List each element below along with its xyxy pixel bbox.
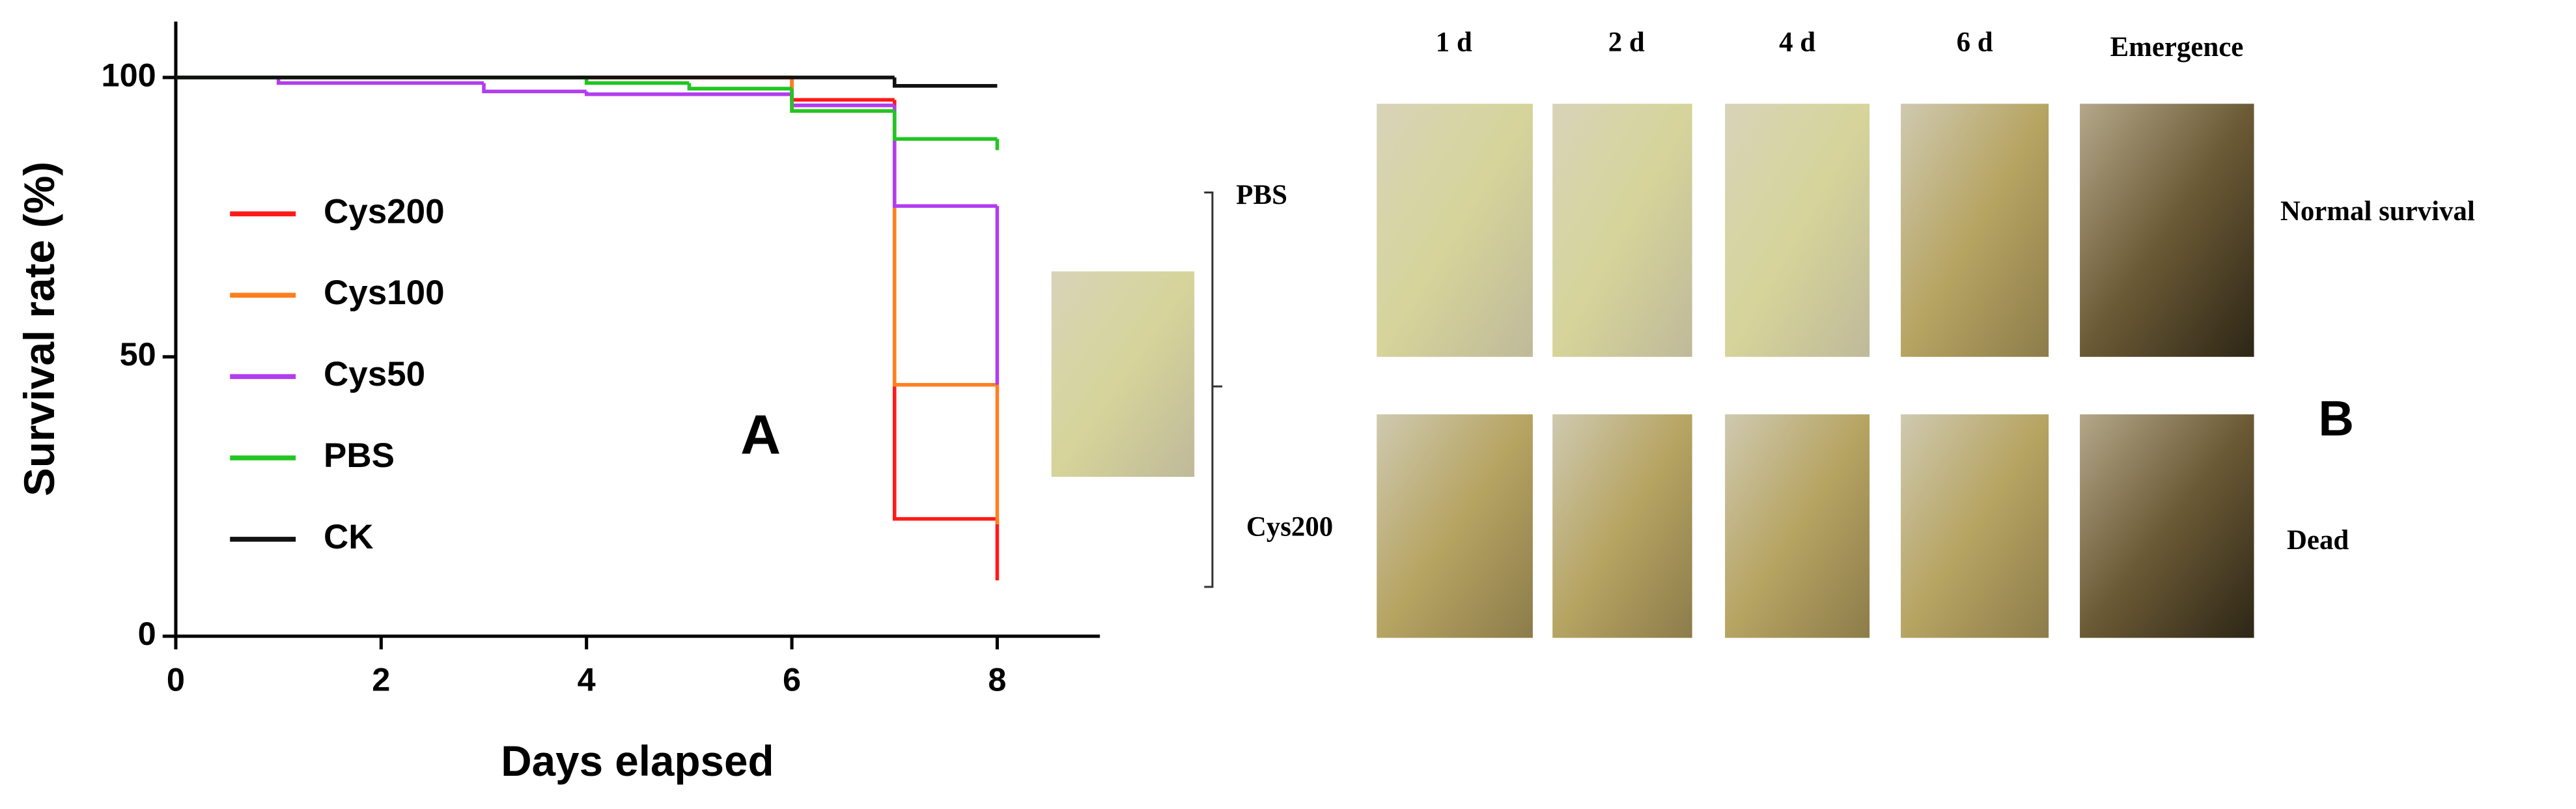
- y-axis-label: Survival rate (%): [16, 162, 63, 496]
- x-tick-label: 0: [167, 661, 185, 698]
- photo: [1552, 104, 1692, 357]
- column-label: 2 d: [1608, 27, 1645, 57]
- photo: [1725, 414, 1870, 638]
- survival-step: [482, 83, 587, 94]
- survival-step: [584, 77, 690, 85]
- y-tick-label: 50: [120, 335, 156, 373]
- x-tick-label: 8: [988, 661, 1006, 698]
- legend-label: Cys50: [324, 355, 425, 393]
- column-label: Emergence: [2110, 32, 2244, 63]
- legend-label: PBS: [324, 436, 395, 475]
- survival-step: [790, 77, 895, 102]
- photo: [1901, 104, 2049, 357]
- panel-label: B: [2318, 391, 2354, 447]
- photo: [1377, 104, 1533, 357]
- x-axis-label: Days elapsed: [501, 737, 774, 785]
- survival-step: [584, 91, 792, 96]
- column-label: 1 d: [1436, 27, 1472, 57]
- photo: [2080, 104, 2254, 357]
- survival-step: [276, 77, 484, 85]
- x-tick-label: 6: [783, 661, 801, 698]
- column-label: 6 d: [1957, 27, 1993, 57]
- outcome-label: Dead: [2287, 525, 2349, 556]
- survival-step: [892, 77, 998, 88]
- survival-step: [892, 100, 998, 521]
- x-tick-label: 2: [372, 661, 390, 698]
- photo: [1901, 414, 2049, 638]
- row-label: Cys200: [1246, 512, 1333, 543]
- photo: [1377, 414, 1533, 638]
- survival-step: [892, 105, 998, 208]
- bracket: [1204, 192, 1223, 588]
- legend-label: CK: [324, 518, 374, 556]
- survival-step: [892, 111, 998, 387]
- y-tick-label: 100: [102, 56, 156, 93]
- survival-step: [892, 111, 998, 141]
- legend-label: Cys100: [324, 274, 445, 312]
- survival-step: [790, 89, 895, 113]
- legend-label: Cys200: [324, 192, 445, 231]
- photo: [1725, 104, 1870, 357]
- photo: [2080, 414, 2254, 638]
- photo: [1552, 414, 1692, 638]
- column-label: 4 d: [1779, 27, 1815, 57]
- y-tick-label: 0: [138, 615, 156, 652]
- x-tick-label: 4: [578, 661, 596, 698]
- panel-b: 1 d 2 d 4 d 6 d Emergence PBS Cys200 Nor…: [1051, 27, 2475, 638]
- outcome-label: Normal survival: [2280, 196, 2475, 227]
- survival-step: [687, 83, 792, 91]
- row-label: PBS: [1236, 180, 1287, 210]
- photo: [1051, 271, 1195, 477]
- annotation: A: [740, 404, 781, 466]
